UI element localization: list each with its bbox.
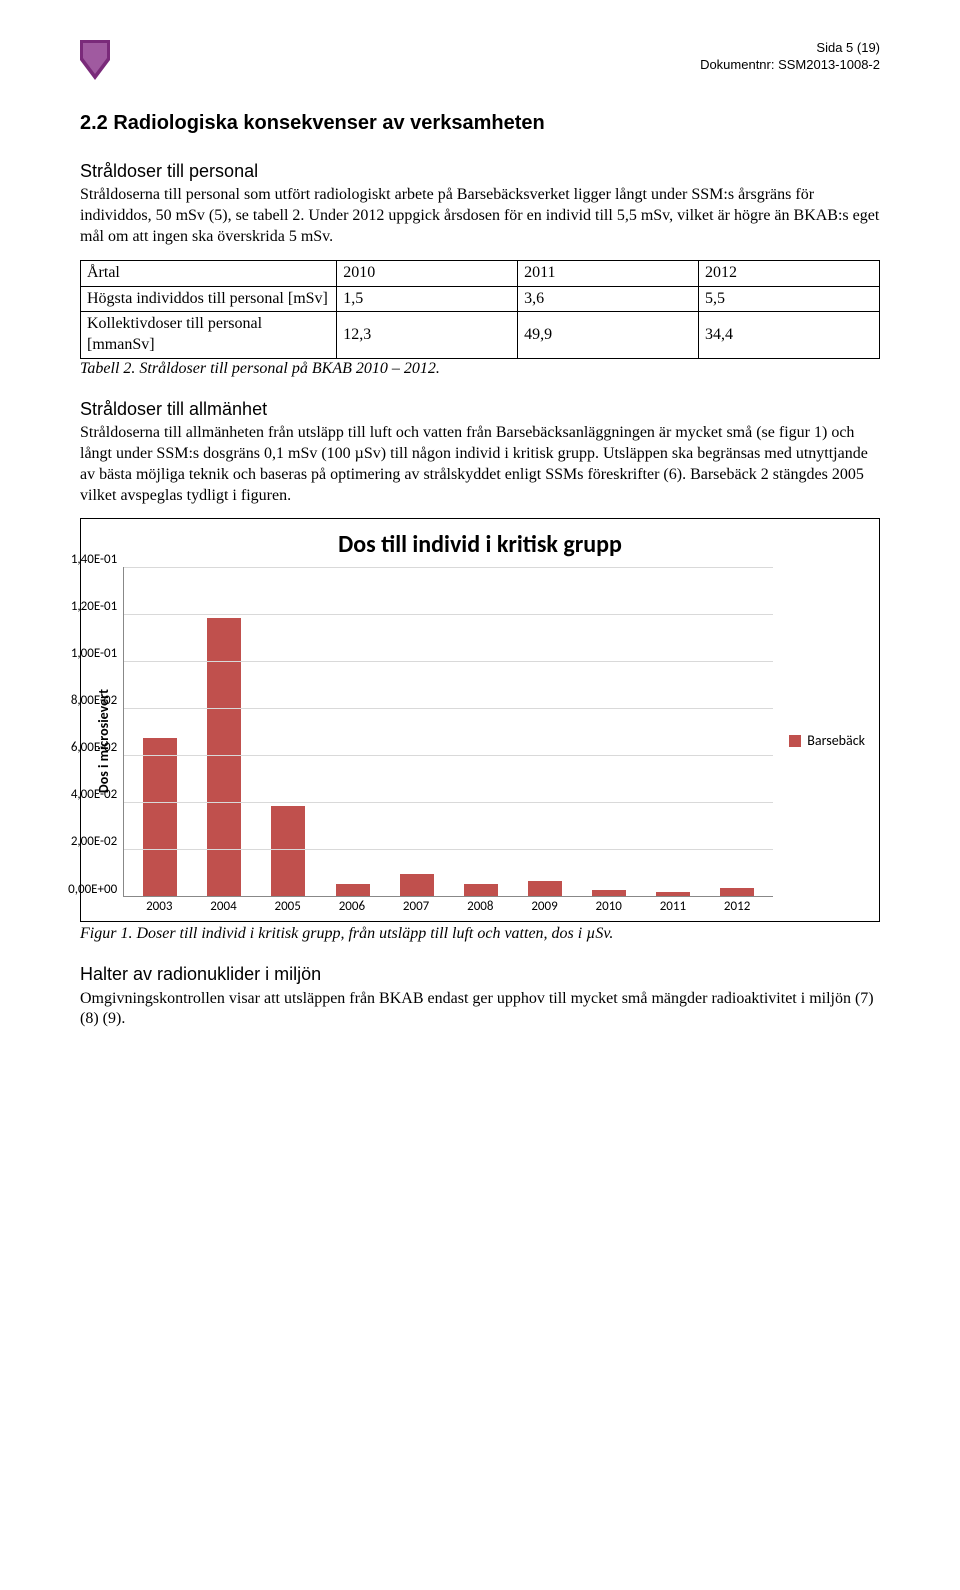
table-header-cell: 2011 (518, 260, 699, 286)
page-header: Sida 5 (19) Dokumentnr: SSM2013-1008-2 (80, 40, 880, 80)
table-cell: 34,4 (699, 312, 880, 359)
table-caption: Tabell 2. Stråldoser till personal på BK… (80, 359, 880, 380)
section-title: 2.2 Radiologiska konsekvenser av verksam… (80, 110, 880, 136)
table-cell: 12,3 (337, 312, 518, 359)
subsection-title-3: Halter av radionuklider i miljön (80, 963, 880, 986)
chart-title: Dos till individ i kritisk grupp (95, 529, 865, 560)
chart-bar (143, 738, 177, 895)
legend-label: Barsebäck (807, 732, 865, 750)
chart-xtick: 2009 (528, 899, 562, 916)
logo-icon (80, 40, 110, 80)
table-header-cell: 2010 (337, 260, 518, 286)
table-cell: 3,6 (518, 286, 699, 312)
paragraph-3: Omgivningskontrollen visar att utsläppen… (80, 989, 880, 1031)
chart-xtick: 2003 (142, 899, 176, 916)
chart-xtick: 2008 (463, 899, 497, 916)
chart-xtick: 2011 (656, 899, 690, 916)
chart-bar (720, 888, 754, 895)
table-row: Högsta individdos till personal [mSv]1,5… (81, 286, 880, 312)
chart-bar (656, 892, 690, 896)
chart-xtick: 2012 (720, 899, 754, 916)
chart-xtick: 2004 (206, 899, 240, 916)
table-header-cell: 2012 (699, 260, 880, 286)
paragraph-1: Stråldoserna till personal som utfört ra… (80, 185, 880, 247)
table-cell: 49,9 (518, 312, 699, 359)
chart-bar (592, 890, 626, 896)
dose-chart: Dos till individ i kritisk grupp Dos i m… (80, 518, 880, 922)
chart-bar (528, 881, 562, 895)
chart-legend: Barsebäck (789, 732, 865, 750)
document-number: Dokumentnr: SSM2013-1008-2 (700, 57, 880, 74)
table-row: Kollektivdoser till personal [mmanSv]12,… (81, 312, 880, 359)
subsection-title-1: Stråldoser till personal (80, 160, 880, 183)
dose-table: Årtal201020112012Högsta individdos till … (80, 260, 880, 359)
header-meta: Sida 5 (19) Dokumentnr: SSM2013-1008-2 (700, 40, 880, 74)
chart-xtick: 2007 (399, 899, 433, 916)
chart-caption: Figur 1. Doser till individ i kritisk gr… (80, 924, 880, 945)
chart-xtick: 2010 (592, 899, 626, 916)
chart-plot-area (123, 567, 773, 897)
table-cell: Kollektivdoser till personal [mmanSv] (81, 312, 337, 359)
chart-bar (400, 874, 434, 895)
chart-xticks: 2003 2004 2005 2006 2007 2008 2009 2010 2011 2012 (123, 897, 773, 916)
page-number: Sida 5 (19) (700, 40, 880, 57)
table-cell: Högsta individdos till personal [mSv] (81, 286, 337, 312)
chart-xtick: 2005 (271, 899, 305, 916)
chart-bar (271, 806, 305, 895)
table-cell: 1,5 (337, 286, 518, 312)
table-cell: 5,5 (699, 286, 880, 312)
subsection-title-2: Stråldoser till allmänhet (80, 398, 880, 421)
chart-bar (464, 884, 498, 896)
table-header-cell: Årtal (81, 260, 337, 286)
chart-bar (336, 884, 370, 896)
legend-swatch-icon (789, 735, 801, 747)
chart-xtick: 2006 (335, 899, 369, 916)
paragraph-2: Stråldoserna till allmänheten från utslä… (80, 423, 880, 506)
